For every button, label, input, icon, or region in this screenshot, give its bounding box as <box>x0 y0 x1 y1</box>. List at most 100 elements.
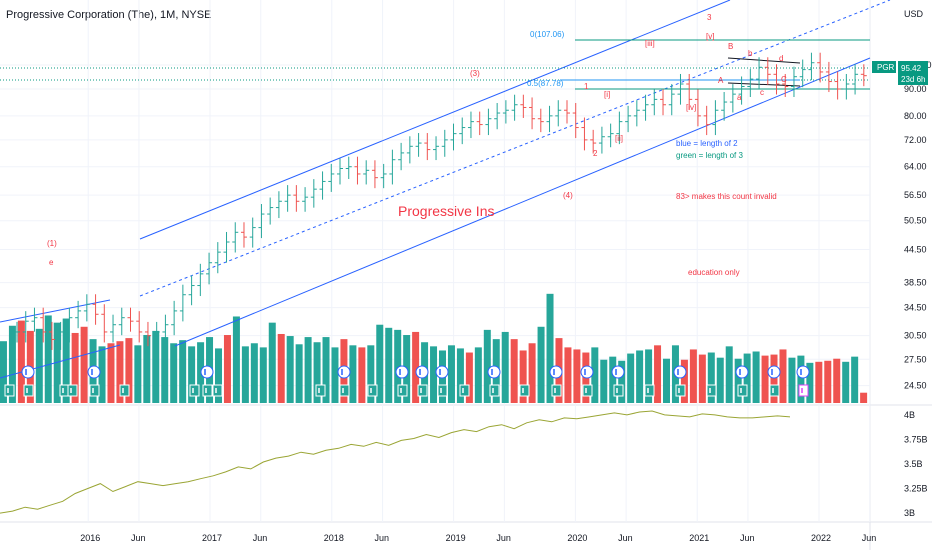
dividend-marker-icon[interactable] <box>796 365 810 379</box>
earnings-marker-icon[interactable] <box>417 384 428 397</box>
dividend-marker-icon[interactable] <box>767 365 781 379</box>
earnings-marker-icon[interactable] <box>644 384 655 397</box>
dividend-marker-icon[interactable] <box>673 365 687 379</box>
price-candles <box>14 52 867 350</box>
symbol-badge <box>872 61 896 73</box>
volume-bar <box>797 355 805 403</box>
trend-channels <box>0 0 891 379</box>
volume-bar <box>591 347 599 403</box>
volume-bar <box>716 357 724 403</box>
fib-label-0: 0(107.06) <box>530 30 565 39</box>
volume-bar <box>788 357 796 403</box>
price-tick-label: 50.50 <box>904 216 927 226</box>
dividend-marker-icon[interactable] <box>395 365 409 379</box>
volume-bar <box>842 361 850 403</box>
earnings-marker-icon[interactable] <box>89 384 100 397</box>
earnings-marker-icon[interactable] <box>551 384 562 397</box>
volume-bar <box>188 346 196 403</box>
earnings-marker-icon[interactable] <box>67 384 78 397</box>
dividend-marker-icon[interactable] <box>580 365 594 379</box>
price-tick-label: 90.00 <box>904 84 927 94</box>
dividend-marker-icon[interactable] <box>549 365 563 379</box>
volume-bar <box>474 347 482 403</box>
volume-bar <box>349 345 357 403</box>
indicator-series <box>0 410 791 514</box>
wave-label: B <box>728 42 733 51</box>
earnings-marker-icon[interactable] <box>769 384 780 397</box>
earnings-marker-icon[interactable] <box>4 384 15 397</box>
volume-bar <box>35 328 43 403</box>
volume-bar <box>519 350 527 403</box>
wave-label: 2 <box>593 149 598 158</box>
dividend-marker-icon[interactable] <box>415 365 429 379</box>
indicator-tick-label: 3.25B <box>904 484 928 494</box>
earnings-marker-icon[interactable] <box>437 384 448 397</box>
earnings-marker-icon[interactable] <box>613 384 624 397</box>
wave-label: c <box>760 88 764 97</box>
note-blue: blue = length of 2 <box>676 139 738 148</box>
time-tick-label: Jun <box>375 533 390 543</box>
volume-bar <box>385 327 393 403</box>
volume-bar <box>367 345 375 403</box>
volume-bar <box>268 322 276 403</box>
indicator-tick-label: 3.75B <box>904 434 928 444</box>
volume-bar <box>860 392 868 403</box>
volume-bar <box>761 355 769 403</box>
wave-label: 3 <box>707 13 712 22</box>
earnings-marker-icon[interactable] <box>706 384 717 397</box>
volume-bar <box>170 343 178 403</box>
volume-bar <box>8 325 16 403</box>
earnings-marker-icon[interactable] <box>675 384 686 397</box>
time-tick-label: Jun <box>131 533 146 543</box>
volume-bar <box>98 346 106 403</box>
dividend-marker-icon[interactable] <box>611 365 625 379</box>
volume-bar <box>510 339 518 403</box>
dividend-marker-icon[interactable] <box>435 365 449 379</box>
earnings-marker-icon[interactable] <box>315 384 326 397</box>
time-tick-label: 2018 <box>324 533 344 543</box>
earnings-marker-icon[interactable] <box>212 384 223 397</box>
earnings-marker-icon[interactable] <box>339 384 350 397</box>
symbol-text: PGR <box>877 63 895 72</box>
dividend-marker-icon[interactable] <box>200 365 214 379</box>
volume-bar <box>44 315 52 403</box>
earnings-marker-icon[interactable] <box>367 384 378 397</box>
price-tick-label: 30.50 <box>904 331 927 341</box>
earnings-marker-icon[interactable] <box>23 384 34 397</box>
earnings-marker-icon[interactable] <box>519 384 530 397</box>
channel-line <box>727 57 801 64</box>
earnings-marker-icon[interactable] <box>459 384 470 397</box>
dividend-marker-icon[interactable] <box>21 365 35 379</box>
volume-bar <box>134 345 142 403</box>
price-tick-label: 80.00 <box>904 111 927 121</box>
volume-bar <box>277 333 285 403</box>
dividend-marker-icon[interactable] <box>87 365 101 379</box>
volume-bar <box>116 341 124 403</box>
volume-bar <box>313 342 321 403</box>
volume-bar <box>394 329 402 403</box>
earnings-marker-icon[interactable] <box>119 384 130 397</box>
volume-bar <box>725 346 733 403</box>
volume-bar <box>304 337 312 403</box>
earnings-marker-icon[interactable] <box>798 384 809 397</box>
volume-bar <box>241 346 249 403</box>
volume-bar <box>376 324 384 403</box>
time-tick-label: Jun <box>496 533 511 543</box>
time-tick-label: 2020 <box>567 533 587 543</box>
earnings-marker-icon[interactable] <box>737 384 748 397</box>
earnings-marker-icon[interactable] <box>202 384 213 397</box>
fib-label-05: 0.5(87.78) <box>527 79 564 88</box>
earnings-marker-icon[interactable] <box>397 384 408 397</box>
dividend-marker-icon[interactable] <box>735 365 749 379</box>
earnings-marker-icon[interactable] <box>489 384 500 397</box>
volume-bar <box>689 349 697 403</box>
earnings-marker-icon[interactable] <box>189 384 200 397</box>
wave-label: 1 <box>584 82 589 91</box>
volume-bar <box>80 326 88 403</box>
volume-bar <box>0 341 7 403</box>
dividend-marker-icon[interactable] <box>487 365 501 379</box>
dividend-marker-icon[interactable] <box>337 365 351 379</box>
earnings-marker-icon[interactable] <box>582 384 593 397</box>
wave-label: a <box>737 93 742 102</box>
currency-label: USD <box>904 9 924 19</box>
